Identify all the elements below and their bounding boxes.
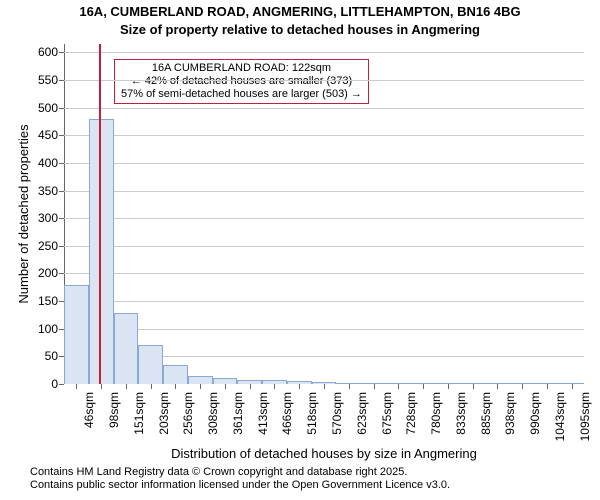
xtick-mark xyxy=(349,384,350,389)
bar xyxy=(114,313,139,384)
gridline xyxy=(64,52,584,53)
xtick-label: 256sqm xyxy=(181,392,195,452)
ytick-mark xyxy=(59,52,64,53)
xtick-mark xyxy=(572,384,573,389)
xtick-mark xyxy=(126,384,127,389)
xtick-label: 518sqm xyxy=(305,392,319,452)
gridline xyxy=(64,163,584,164)
bar xyxy=(138,345,163,384)
xtick-label: 938sqm xyxy=(503,392,517,452)
xtick-label: 570sqm xyxy=(330,392,344,452)
xtick-mark xyxy=(299,384,300,389)
xtick-mark xyxy=(547,384,548,389)
xtick-mark xyxy=(76,384,77,389)
gridline xyxy=(64,135,584,136)
xtick-mark xyxy=(250,384,251,389)
ytick-label: 50 xyxy=(24,349,58,363)
bar xyxy=(64,285,89,385)
ytick-mark xyxy=(59,191,64,192)
ytick-label: 0 xyxy=(24,377,58,391)
gridline xyxy=(64,191,584,192)
xtick-label: 675sqm xyxy=(380,392,394,452)
xtick-label: 308sqm xyxy=(206,392,220,452)
xtick-label: 1043sqm xyxy=(553,392,567,452)
chart-title-line2: Size of property relative to detached ho… xyxy=(0,22,600,37)
xtick-mark xyxy=(448,384,449,389)
gridline xyxy=(64,218,584,219)
ytick-label: 300 xyxy=(24,211,58,225)
xtick-mark xyxy=(225,384,226,389)
ytick-label: 350 xyxy=(24,184,58,198)
gridline xyxy=(64,273,584,274)
footer-line1: Contains HM Land Registry data © Crown c… xyxy=(30,466,590,479)
ytick-mark xyxy=(59,218,64,219)
xtick-label: 1095sqm xyxy=(578,392,592,452)
ytick-mark xyxy=(59,246,64,247)
xtick-mark xyxy=(175,384,176,389)
ytick-label: 500 xyxy=(24,101,58,115)
xtick-mark xyxy=(497,384,498,389)
gridline xyxy=(64,301,584,302)
ytick-label: 400 xyxy=(24,156,58,170)
ytick-mark xyxy=(59,135,64,136)
ytick-label: 150 xyxy=(24,294,58,308)
xtick-label: 361sqm xyxy=(231,392,245,452)
chart-root: { "title_line1": "16A, CUMBERLAND ROAD, … xyxy=(0,0,600,500)
xtick-mark xyxy=(324,384,325,389)
xtick-label: 98sqm xyxy=(107,392,121,452)
xtick-label: 623sqm xyxy=(355,392,369,452)
xtick-mark xyxy=(200,384,201,389)
xtick-mark xyxy=(423,384,424,389)
xtick-label: 203sqm xyxy=(157,392,171,452)
xtick-mark xyxy=(151,384,152,389)
bar xyxy=(163,365,188,384)
xtick-label: 46sqm xyxy=(82,392,96,452)
ytick-mark xyxy=(59,163,64,164)
xtick-label: 466sqm xyxy=(280,392,294,452)
annotation-line1: 16A CUMBERLAND ROAD: 122sqm xyxy=(121,62,362,75)
ytick-label: 550 xyxy=(24,73,58,87)
ytick-label: 250 xyxy=(24,239,58,253)
annotation-line2: ← 42% of detached houses are smaller (37… xyxy=(121,75,362,88)
ytick-mark xyxy=(59,273,64,274)
bar xyxy=(188,376,213,384)
xtick-mark xyxy=(101,384,102,389)
xtick-mark xyxy=(473,384,474,389)
footer-line2: Contains public sector information licen… xyxy=(30,479,590,492)
gridline xyxy=(64,246,584,247)
bar xyxy=(89,119,114,384)
xtick-label: 780sqm xyxy=(429,392,443,452)
xtick-mark xyxy=(274,384,275,389)
xtick-mark xyxy=(374,384,375,389)
gridline xyxy=(64,329,584,330)
xtick-label: 413sqm xyxy=(256,392,270,452)
xtick-label: 990sqm xyxy=(528,392,542,452)
xtick-mark xyxy=(398,384,399,389)
chart-title-line1: 16A, CUMBERLAND ROAD, ANGMERING, LITTLEH… xyxy=(0,4,600,19)
ytick-mark xyxy=(59,108,64,109)
xtick-mark xyxy=(522,384,523,389)
ytick-label: 600 xyxy=(24,45,58,59)
annotation-line3: 57% of semi-detached houses are larger (… xyxy=(121,88,362,101)
highlight-line xyxy=(99,44,101,384)
ytick-mark xyxy=(59,80,64,81)
xtick-label: 151sqm xyxy=(132,392,146,452)
plot-area: 16A CUMBERLAND ROAD: 122sqm ← 42% of det… xyxy=(64,44,584,384)
gridline xyxy=(64,108,584,109)
annotation-box: 16A CUMBERLAND ROAD: 122sqm ← 42% of det… xyxy=(114,59,369,104)
ytick-label: 100 xyxy=(24,322,58,336)
footer: Contains HM Land Registry data © Crown c… xyxy=(30,466,590,492)
ytick-label: 200 xyxy=(24,266,58,280)
gridline xyxy=(64,80,584,81)
ytick-label: 450 xyxy=(24,128,58,142)
ytick-mark xyxy=(59,384,64,385)
xtick-label: 728sqm xyxy=(404,392,418,452)
xtick-label: 833sqm xyxy=(454,392,468,452)
xtick-label: 885sqm xyxy=(479,392,493,452)
